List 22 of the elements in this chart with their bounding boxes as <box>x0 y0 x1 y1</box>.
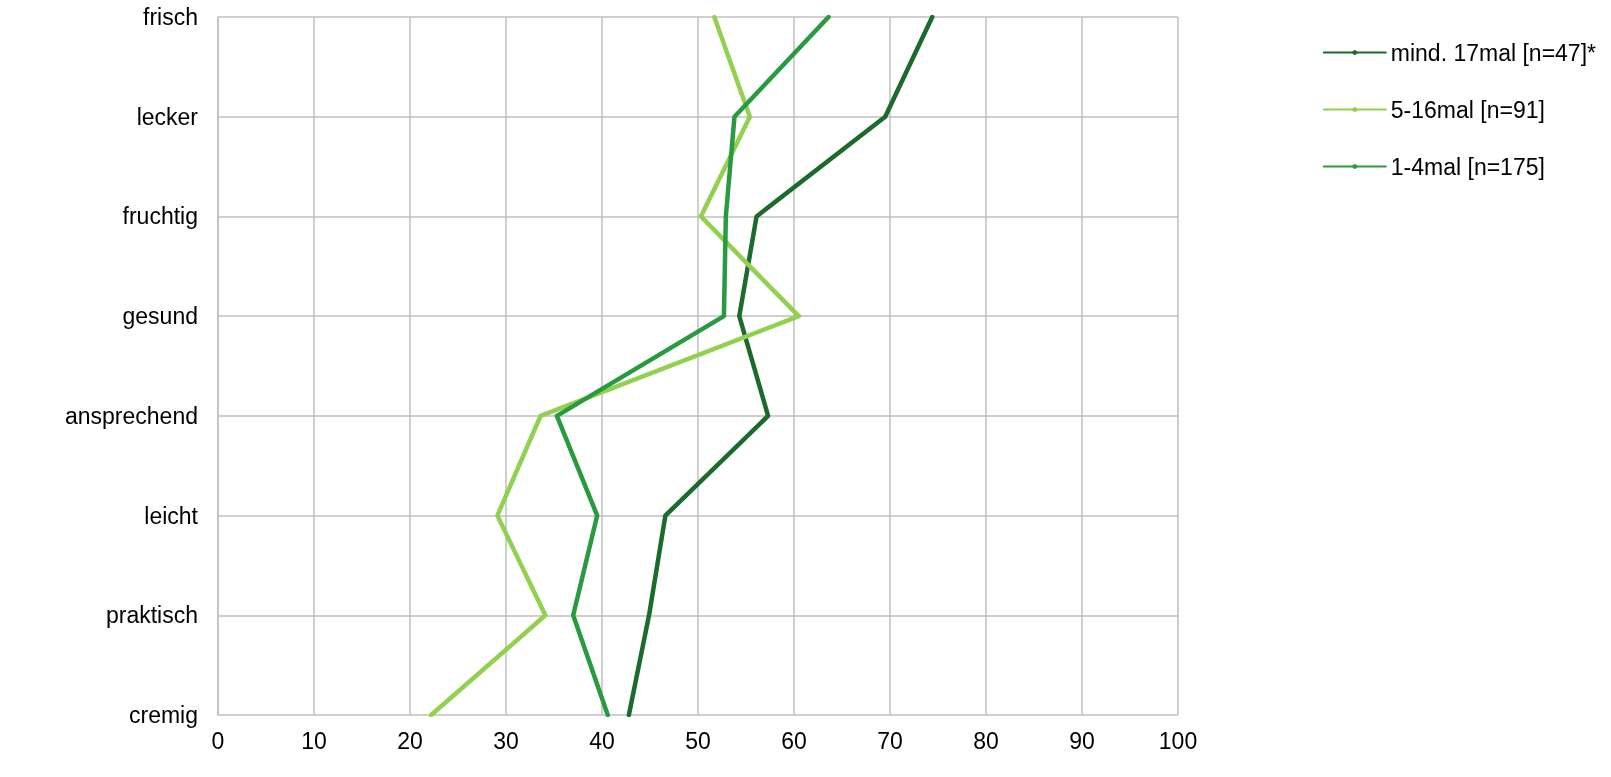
legend-label: 5-16mal [n=91] <box>1390 96 1545 123</box>
y-tick-label: fruchtig <box>122 203 198 230</box>
x-tick-label: 60 <box>781 727 807 754</box>
x-tick-label: 20 <box>397 727 423 754</box>
x-tick-label: 90 <box>1069 727 1095 754</box>
x-tick-label: 40 <box>589 727 615 754</box>
x-tick-label: 70 <box>877 727 903 754</box>
legend-label: 1-4mal [n=175] <box>1390 153 1545 180</box>
legend-label: mind. 17mal [n=47]* <box>1390 39 1597 66</box>
x-tick-label: 50 <box>685 727 711 754</box>
y-tick-label: frisch <box>143 4 198 30</box>
x-tick-label: 0 <box>211 727 225 754</box>
x-tick-label: 30 <box>493 727 519 754</box>
y-tick-label: ansprechend <box>65 402 198 429</box>
y-tick-label: cremig <box>128 702 198 728</box>
y-tick-label: praktisch <box>105 602 198 629</box>
y-tick-label: leicht <box>144 502 199 529</box>
x-tick-label: 10 <box>301 727 327 754</box>
y-tick-label: gesund <box>122 303 198 330</box>
x-tick-label: 80 <box>973 727 999 754</box>
x-tick-label: 100 <box>1158 727 1198 754</box>
y-tick-label: lecker <box>136 103 199 130</box>
